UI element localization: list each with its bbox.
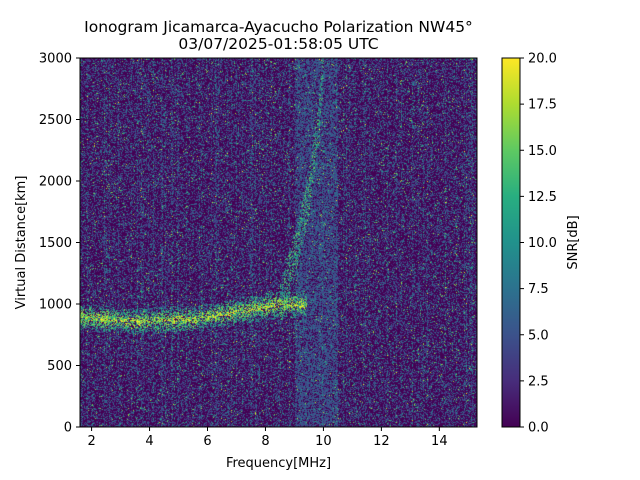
x-tick-label: 4 [145, 434, 153, 449]
colorbar-tick-label: 2.5 [528, 374, 549, 389]
y-tick-label: 2500 [39, 113, 72, 128]
colorbar-tick-label: 0.0 [528, 421, 549, 436]
colorbar-tick-label: 12.5 [528, 190, 557, 205]
x-axis: 2 4 6 8 10 12 14 [87, 427, 448, 449]
chart-title: Ionogram Jicamarca-Ayacucho Polarization… [84, 18, 473, 36]
colorbar-tick-label: 17.5 [528, 98, 557, 113]
y-tick-label: 500 [47, 359, 72, 374]
x-tick-label: 6 [203, 434, 211, 449]
heatmap-area [80, 58, 477, 427]
heatmap-image [80, 58, 477, 427]
y-axis: 0 500 1000 1500 2000 2500 3000 [39, 52, 80, 436]
y-tick-label: 2000 [39, 175, 72, 190]
y-tick-label: 1000 [39, 298, 72, 313]
colorbar-tick-label: 20.0 [528, 52, 557, 67]
y-axis-label: Virtual Distance[km] [14, 176, 29, 310]
chart-subtitle: 03/07/2025-01:58:05 UTC [178, 35, 378, 53]
colorbar [501, 57, 521, 428]
colorbar-tick-label: 7.5 [528, 282, 549, 297]
y-tick-label: 1500 [39, 236, 72, 251]
colorbar-tick-label: 5.0 [528, 328, 549, 343]
x-tick-label: 14 [431, 434, 448, 449]
x-tick-label: 10 [315, 434, 332, 449]
y-tick-label: 3000 [39, 52, 72, 67]
x-tick-label: 2 [87, 434, 95, 449]
colorbar-label: SNR[dB] [566, 215, 581, 269]
colorbar-tick-label: 15.0 [528, 144, 557, 159]
colorbar-tick-label: 10.0 [528, 236, 557, 251]
x-tick-label: 12 [373, 434, 390, 449]
y-tick-label: 0 [64, 421, 72, 436]
colorbar-axis: 0.0 2.5 5.0 7.5 10.0 12.5 15.0 17.5 20.0 [520, 52, 557, 436]
x-tick-label: 8 [261, 434, 269, 449]
x-axis-label: Frequency[MHz] [226, 456, 331, 471]
